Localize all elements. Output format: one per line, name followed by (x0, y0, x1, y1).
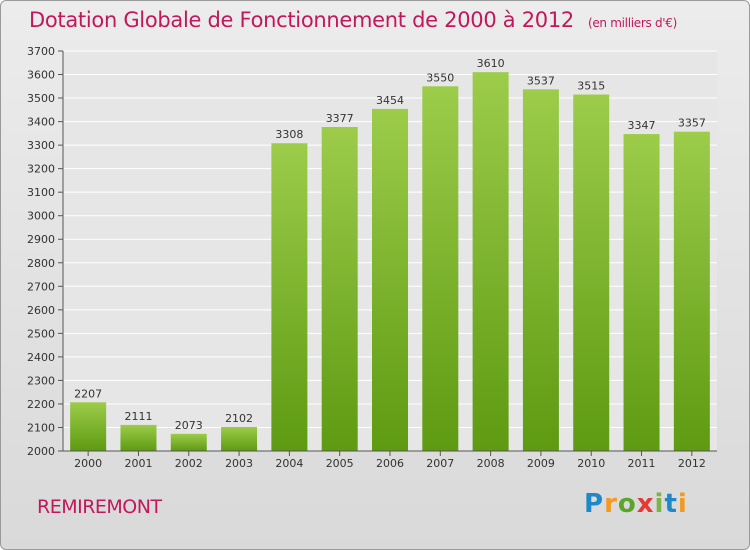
y-tick-label: 2400 (27, 351, 55, 364)
bar-2007 (422, 86, 459, 451)
bar-2010 (573, 94, 610, 451)
bar-2004 (271, 143, 308, 451)
bar-2006 (372, 108, 408, 451)
data-label-2006: 3454 (376, 94, 404, 107)
x-tick-label-2001: 2001 (124, 457, 152, 470)
labels: 2000 2100 2200 2300 2400 2500 2600 2700 2800 2900… (27, 45, 706, 470)
data-label-2008: 3610 (477, 57, 505, 70)
y-tick-label: 2000 (27, 445, 55, 458)
y-tick-label: 3200 (27, 163, 55, 176)
data-label-2000: 2207 (74, 387, 102, 400)
x-tick-label-2006: 2006 (376, 457, 404, 470)
x-tick-label-2008: 2008 (477, 457, 505, 470)
data-label-2012: 3357 (678, 117, 706, 130)
bars (70, 72, 710, 452)
y-tick-label: 2700 (27, 280, 55, 293)
commune-name: REMIREMONT (37, 496, 162, 518)
bar-2002 (170, 433, 207, 451)
x-tick-label-2012: 2012 (678, 457, 706, 470)
x-tick-label-2005: 2005 (326, 457, 354, 470)
y-tick-label: 2300 (27, 374, 55, 387)
y-tick-label: 2600 (27, 304, 55, 317)
data-label-2004: 3308 (275, 128, 303, 141)
axes (58, 50, 717, 456)
x-tick-label-2002: 2002 (175, 457, 203, 470)
data-label-2007: 3550 (426, 71, 454, 84)
x-tick-label-2000: 2000 (74, 457, 102, 470)
chart-title-text: Dotation Globale de Fonctionnement de 20… (29, 8, 574, 32)
y-tick-label: 3700 (27, 45, 55, 58)
data-label-2001: 2111 (124, 410, 152, 423)
bar-2008 (472, 72, 509, 452)
y-tick-label: 2500 (27, 327, 55, 340)
bar-2012 (673, 131, 710, 452)
data-label-2010: 3515 (577, 80, 605, 93)
y-tick-label: 2100 (27, 421, 55, 434)
chart-unit: (en milliers d'€) (587, 16, 677, 30)
x-tick-label-2011: 2011 (628, 457, 656, 470)
proxiti-logo: Proxiti (584, 489, 688, 519)
bar-2009 (522, 89, 559, 452)
bar-2011 (623, 134, 660, 451)
x-tick-label-2004: 2004 (275, 457, 303, 470)
data-label-2002: 2073 (175, 419, 203, 432)
y-tick-label: 3500 (27, 92, 55, 105)
y-tick-label: 3600 (27, 69, 55, 82)
bar-2005 (321, 127, 358, 451)
y-tick-label: 2800 (27, 257, 55, 270)
y-tick-label: 3100 (27, 186, 55, 199)
y-tick-label: 3000 (27, 210, 55, 223)
chart-title: Dotation Globale de Fonctionnement de 20… (29, 8, 677, 32)
x-tick-label-2010: 2010 (577, 457, 605, 470)
x-tick-label-2007: 2007 (426, 457, 454, 470)
data-label-2003: 2102 (225, 412, 253, 425)
bar-2001 (120, 424, 157, 451)
data-label-2009: 3537 (527, 74, 555, 87)
x-tick-label-2003: 2003 (225, 457, 253, 470)
y-tick-label: 2200 (27, 398, 55, 411)
bar-2003 (221, 427, 258, 451)
y-tick-label: 2900 (27, 233, 55, 246)
bar-2000 (70, 402, 107, 451)
data-label-2011: 3347 (628, 119, 656, 132)
data-label-2005: 3377 (326, 112, 354, 125)
y-tick-label: 3400 (27, 116, 55, 129)
x-tick-label-2009: 2009 (527, 457, 555, 470)
y-tick-label: 3300 (27, 139, 55, 152)
